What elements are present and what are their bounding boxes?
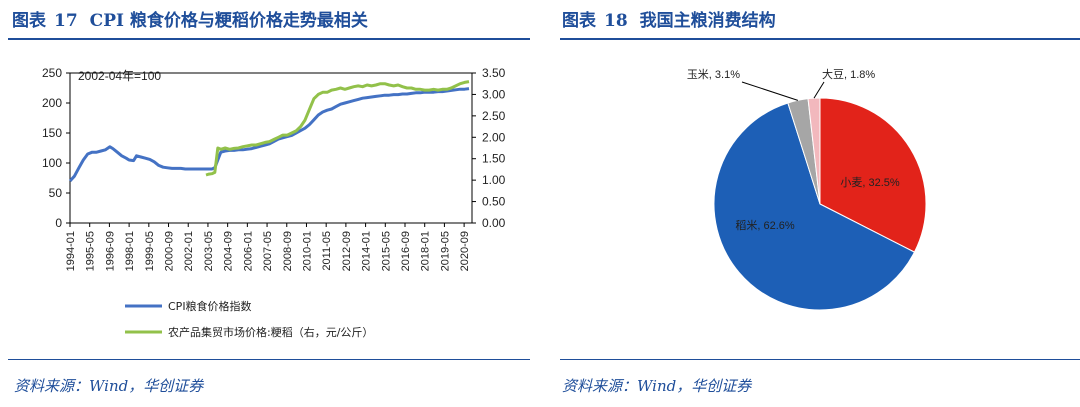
line-chart: 0 50 100 150 200 250 0.00 0.50 1.00 1.50 2.00 2.50 3… (42, 66, 506, 339)
chart-annotation: 2002-04年=100 (78, 69, 161, 83)
y-left-tick-label: 0 (55, 216, 62, 230)
x-tick-label: 2014-01 (361, 231, 373, 271)
pie-label-rice: 稻米, 62.6% (735, 219, 795, 232)
y-right-tick-label: 0.50 (482, 195, 506, 209)
y-right-tick-label: 2.50 (482, 109, 506, 123)
left-panel: 图表 17 CPI 粮食价格与粳稻价格走势最相关 0 50 100 150 200 250 0.… (0, 0, 530, 407)
pie-label-wheat: 小麦, 32.5% (840, 176, 900, 189)
legend-rice-price: 农产品集贸市场价格:粳稻（右，元/公斤） (125, 325, 373, 339)
left-figure-title: 图表 17 CPI 粮食价格与粳稻价格走势最相关 (12, 6, 368, 31)
right-source-note: 资料来源：Wind，华创证券 (562, 377, 752, 395)
pie-label-soy: 大豆, 1.8% (822, 67, 875, 81)
x-tick-label: 1996-09 (104, 231, 116, 271)
x-tick-label: 2008-09 (282, 231, 294, 271)
x-tick-label: 2015-05 (380, 231, 392, 271)
series-line-cpi (68, 87, 470, 183)
line-chart-axes: 0 50 100 150 200 250 0.00 0.50 1.00 1.50 2.00 2.50 3… (42, 66, 506, 271)
y-left-tick-label: 250 (42, 66, 62, 80)
right-figure-title-text: 我国主粮消费结构 (639, 11, 776, 31)
pie-leader-soy (813, 81, 825, 99)
y-right-tick-label: 1.50 (482, 152, 506, 166)
y-right-tick-label: 0.00 (482, 216, 506, 230)
x-tick-label: 2010-01 (301, 231, 313, 271)
x-tick-label: 2020-09 (459, 231, 471, 271)
y-left-tick-label: 100 (42, 156, 62, 170)
x-tick-label: 2011-05 (321, 231, 333, 271)
x-tick-label: 2006-01 (242, 231, 254, 271)
pie-slices (713, 97, 927, 311)
y-right-tick-label: 1.00 (482, 173, 506, 187)
x-tick-label: 2007-05 (262, 231, 274, 271)
pie-slice-soy (807, 97, 821, 205)
x-tick-label: 2000-09 (164, 231, 176, 271)
x-tick-label: 2003-05 (203, 231, 215, 271)
y-left-tick-label: 200 (42, 96, 62, 110)
legend-rice-price-label: 农产品集贸市场价格:粳稻（右，元/公斤） (168, 325, 373, 339)
right-figure-label: 图表 (562, 11, 596, 31)
left-figure-label: 图表 (12, 11, 46, 31)
x-tick-label: 2016-09 (400, 231, 412, 271)
y-right-tick-label: 2.00 (482, 130, 506, 144)
legend-cpi-label: CPI粮食价格指数 (168, 299, 252, 313)
x-tick-label: 2012-09 (341, 231, 353, 271)
left-bottom-rule (8, 359, 530, 360)
x-tick-label: 1998-01 (124, 231, 136, 271)
x-tick-label: 2004-09 (223, 231, 235, 271)
y-left-tick-label: 50 (49, 186, 63, 200)
left-source-note: 资料来源：Wind，华创证券 (14, 377, 204, 395)
right-bottom-rule (560, 359, 1080, 360)
y-right-tick-label: 3.50 (482, 66, 506, 80)
x-tick-label: 2002-01 (183, 231, 195, 271)
pie-labels: 小麦, 32.5% 稻米, 62.6% 玉米, 3.1% 大豆, 1.8% (687, 67, 900, 232)
right-panel: 图表 18 我国主粮消费结构 小麦, 32.5% 稻米, 62.6% 玉米, 3.1% 大… (560, 0, 1080, 407)
left-figure-number: 17 (54, 11, 78, 31)
x-tick-label: 2019-05 (439, 231, 451, 271)
plot-frame (69, 72, 473, 224)
y-right-tick-label: 3.00 (482, 87, 506, 101)
pie-leader-corn (741, 81, 799, 101)
pie-label-corn: 玉米, 3.1% (687, 68, 740, 81)
legend-cpi: CPI粮食价格指数 (125, 299, 252, 313)
x-tick-label: 1999-05 (144, 231, 156, 271)
left-figure-title-text: CPI 粮食价格与粳稻价格走势最相关 (89, 11, 368, 31)
left-title-rule (8, 38, 530, 40)
right-figure-title: 图表 18 我国主粮消费结构 (562, 6, 776, 31)
x-tick-label: 2018-01 (420, 231, 432, 271)
y-left-tick-label: 150 (42, 126, 62, 140)
line-chart-series (68, 80, 470, 183)
pie-slice-wheat (819, 97, 927, 253)
x-tick-label: 1995-05 (85, 231, 97, 271)
x-tick-label: 1994-01 (65, 231, 77, 271)
right-title-rule (560, 38, 1080, 40)
pie-chart: 小麦, 32.5% 稻米, 62.6% 玉米, 3.1% 大豆, 1.8% (687, 67, 927, 311)
pie-slice-rice (713, 102, 916, 311)
series-line-rice-price (205, 80, 470, 177)
right-figure-number: 18 (604, 11, 628, 31)
